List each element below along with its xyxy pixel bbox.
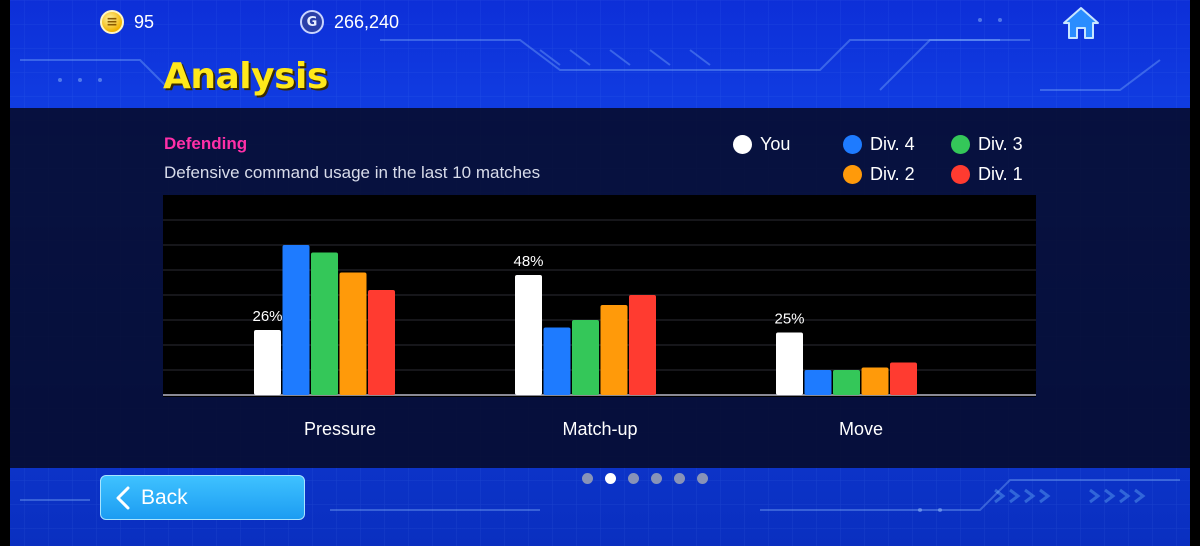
category-label-match-up: Match-up — [562, 419, 638, 439]
bar-match-up-div-3 — [572, 320, 599, 395]
data-label-pressure: 26% — [252, 308, 282, 325]
bar-move-div-4 — [804, 370, 832, 395]
bar-match-up-div-4 — [543, 327, 571, 395]
bar-match-up-div-2 — [600, 305, 628, 395]
legend-item-you: You — [733, 134, 790, 155]
legend-label: Div. 3 — [978, 134, 1023, 154]
page-dot[interactable] — [674, 473, 685, 484]
category-label-pressure: Pressure — [303, 419, 377, 439]
bar-match-up-you — [515, 275, 542, 395]
page-dot[interactable] — [582, 473, 593, 484]
bar-pressure-div-3 — [311, 252, 338, 395]
legend-label: Div. 1 — [978, 164, 1023, 184]
coin-icon: ≡ — [100, 10, 124, 34]
legend-dot — [843, 165, 862, 184]
data-label-move: 25% — [774, 311, 804, 328]
bar-pressure-div-4 — [282, 245, 310, 395]
legend-item-div3: Div. 3 — [951, 134, 1023, 155]
coin-counter: ≡ 95 — [100, 8, 154, 36]
legend-dot — [951, 165, 970, 184]
right-letterbox — [1190, 0, 1200, 546]
bar-chart: 26% 48% 25% — [163, 195, 1036, 397]
bar-pressure-div-1 — [368, 290, 395, 395]
section-subtitle: Defensive command usage in the last 10 m… — [164, 163, 541, 182]
back-label: Back — [141, 485, 188, 509]
legend-dot — [843, 135, 862, 154]
bar-move-div-3 — [833, 370, 860, 395]
page-title: Analysis — [163, 56, 328, 97]
legend-item-div4: Div. 4 — [843, 134, 915, 155]
coin-amount: 95 — [134, 11, 155, 32]
legend-label: Div. 2 — [870, 164, 915, 184]
page-dot[interactable] — [697, 473, 708, 484]
chevron-left-icon — [116, 486, 130, 509]
legend-item-div2: Div. 2 — [843, 164, 915, 185]
bar-pressure-div-2 — [339, 272, 367, 395]
bar-move-div-2 — [861, 367, 889, 395]
legend-label: Div. 4 — [870, 134, 915, 154]
legend-dot — [951, 135, 970, 154]
legend-item-div1: Div. 1 — [951, 164, 1023, 185]
data-label-match-up: 48% — [513, 253, 543, 270]
page-dot[interactable] — [605, 473, 616, 484]
bar-move-div-1 — [890, 362, 917, 395]
gp-amount: 266,240 — [334, 11, 400, 32]
category-label-move: Move — [838, 419, 884, 439]
legend-label: You — [760, 134, 791, 154]
left-letterbox — [0, 0, 10, 546]
back-button[interactable]: Back — [100, 475, 305, 520]
home-icon[interactable] — [1062, 6, 1100, 40]
gp-counter: G 266,240 — [300, 8, 399, 36]
page-indicator — [582, 473, 708, 484]
legend-dot — [733, 135, 752, 154]
section-title: Defending — [164, 134, 248, 153]
bar-match-up-div-1 — [629, 295, 656, 395]
bar-move-you — [776, 332, 803, 395]
page-dot[interactable] — [651, 473, 662, 484]
page-dot[interactable] — [628, 473, 639, 484]
gp-icon: G — [300, 10, 324, 34]
bar-pressure-you — [254, 330, 281, 395]
